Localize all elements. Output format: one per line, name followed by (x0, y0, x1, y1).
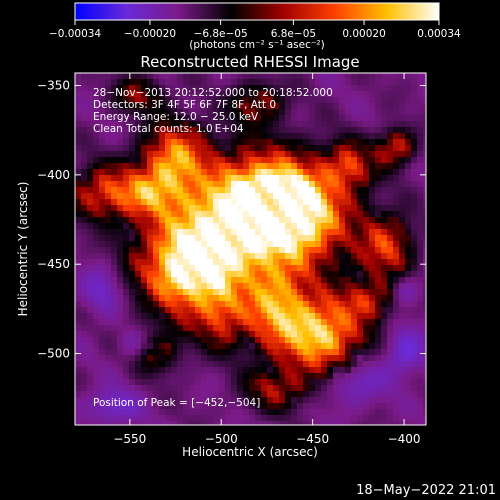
info-line: Detectors: 3F 4F 5F 6F 7F 8F, Att 0 (93, 99, 276, 111)
colorbar-tick-label: −0.00034 (49, 28, 102, 40)
colorbar-tick-label: 0.00020 (342, 28, 385, 40)
x-tick-label: −450 (296, 432, 329, 446)
y-tick-label: −450 (37, 257, 70, 271)
info-line: Energy Range: 12.0 − 25.0 keV (93, 111, 259, 123)
y-tick-label: −500 (37, 347, 70, 361)
y-tick-label: −400 (37, 168, 70, 182)
colorbar-unit-label: (photons cm⁻² s⁻¹ asec⁻²) (189, 39, 324, 51)
x-axis-label: Heliocentric X (arcsec) (182, 445, 318, 459)
colorbar (74, 2, 440, 21)
info-line: 28−Nov−2013 20:12:52.000 to 20:18:52.000 (93, 87, 333, 99)
chart-title: Reconstructed RHESSI Image (140, 53, 359, 71)
colorbar-tick-label: 6.8e−05 (271, 28, 316, 40)
y-tick-label: −350 (37, 79, 70, 93)
x-tick-label: −500 (205, 432, 238, 446)
y-axis-label: Heliocentric Y (arcsec) (16, 182, 30, 317)
colorbar-tick-label: −6.8e−05 (194, 28, 248, 40)
x-tick-label: −550 (113, 432, 146, 446)
peak-position-label: Position of Peak = [−452,−504] (93, 397, 260, 409)
info-line: Clean Total counts: 1.0 E+04 (93, 123, 244, 135)
colorbar-tick-label: −0.00020 (124, 28, 176, 40)
heatmap-image (75, 73, 426, 425)
colorbar-ticks: −0.00034 −0.00020 −6.8e−05 6.8e−05 0.00020 0.… (49, 20, 461, 40)
colorbar-tick-label: 0.00034 (417, 28, 461, 40)
x-tick-label: −400 (388, 432, 421, 446)
y-axis-ticks: −350 −400 −450 −500 (37, 79, 426, 361)
x-axis-ticks: −550 −500 −450 −400 (113, 73, 421, 446)
plot-frame (74, 72, 427, 426)
info-annotation: 28−Nov−2013 20:12:52.000 to 20:18:52.000… (93, 87, 333, 135)
generation-timestamp: 18−May−2022 21:01 (356, 483, 496, 498)
